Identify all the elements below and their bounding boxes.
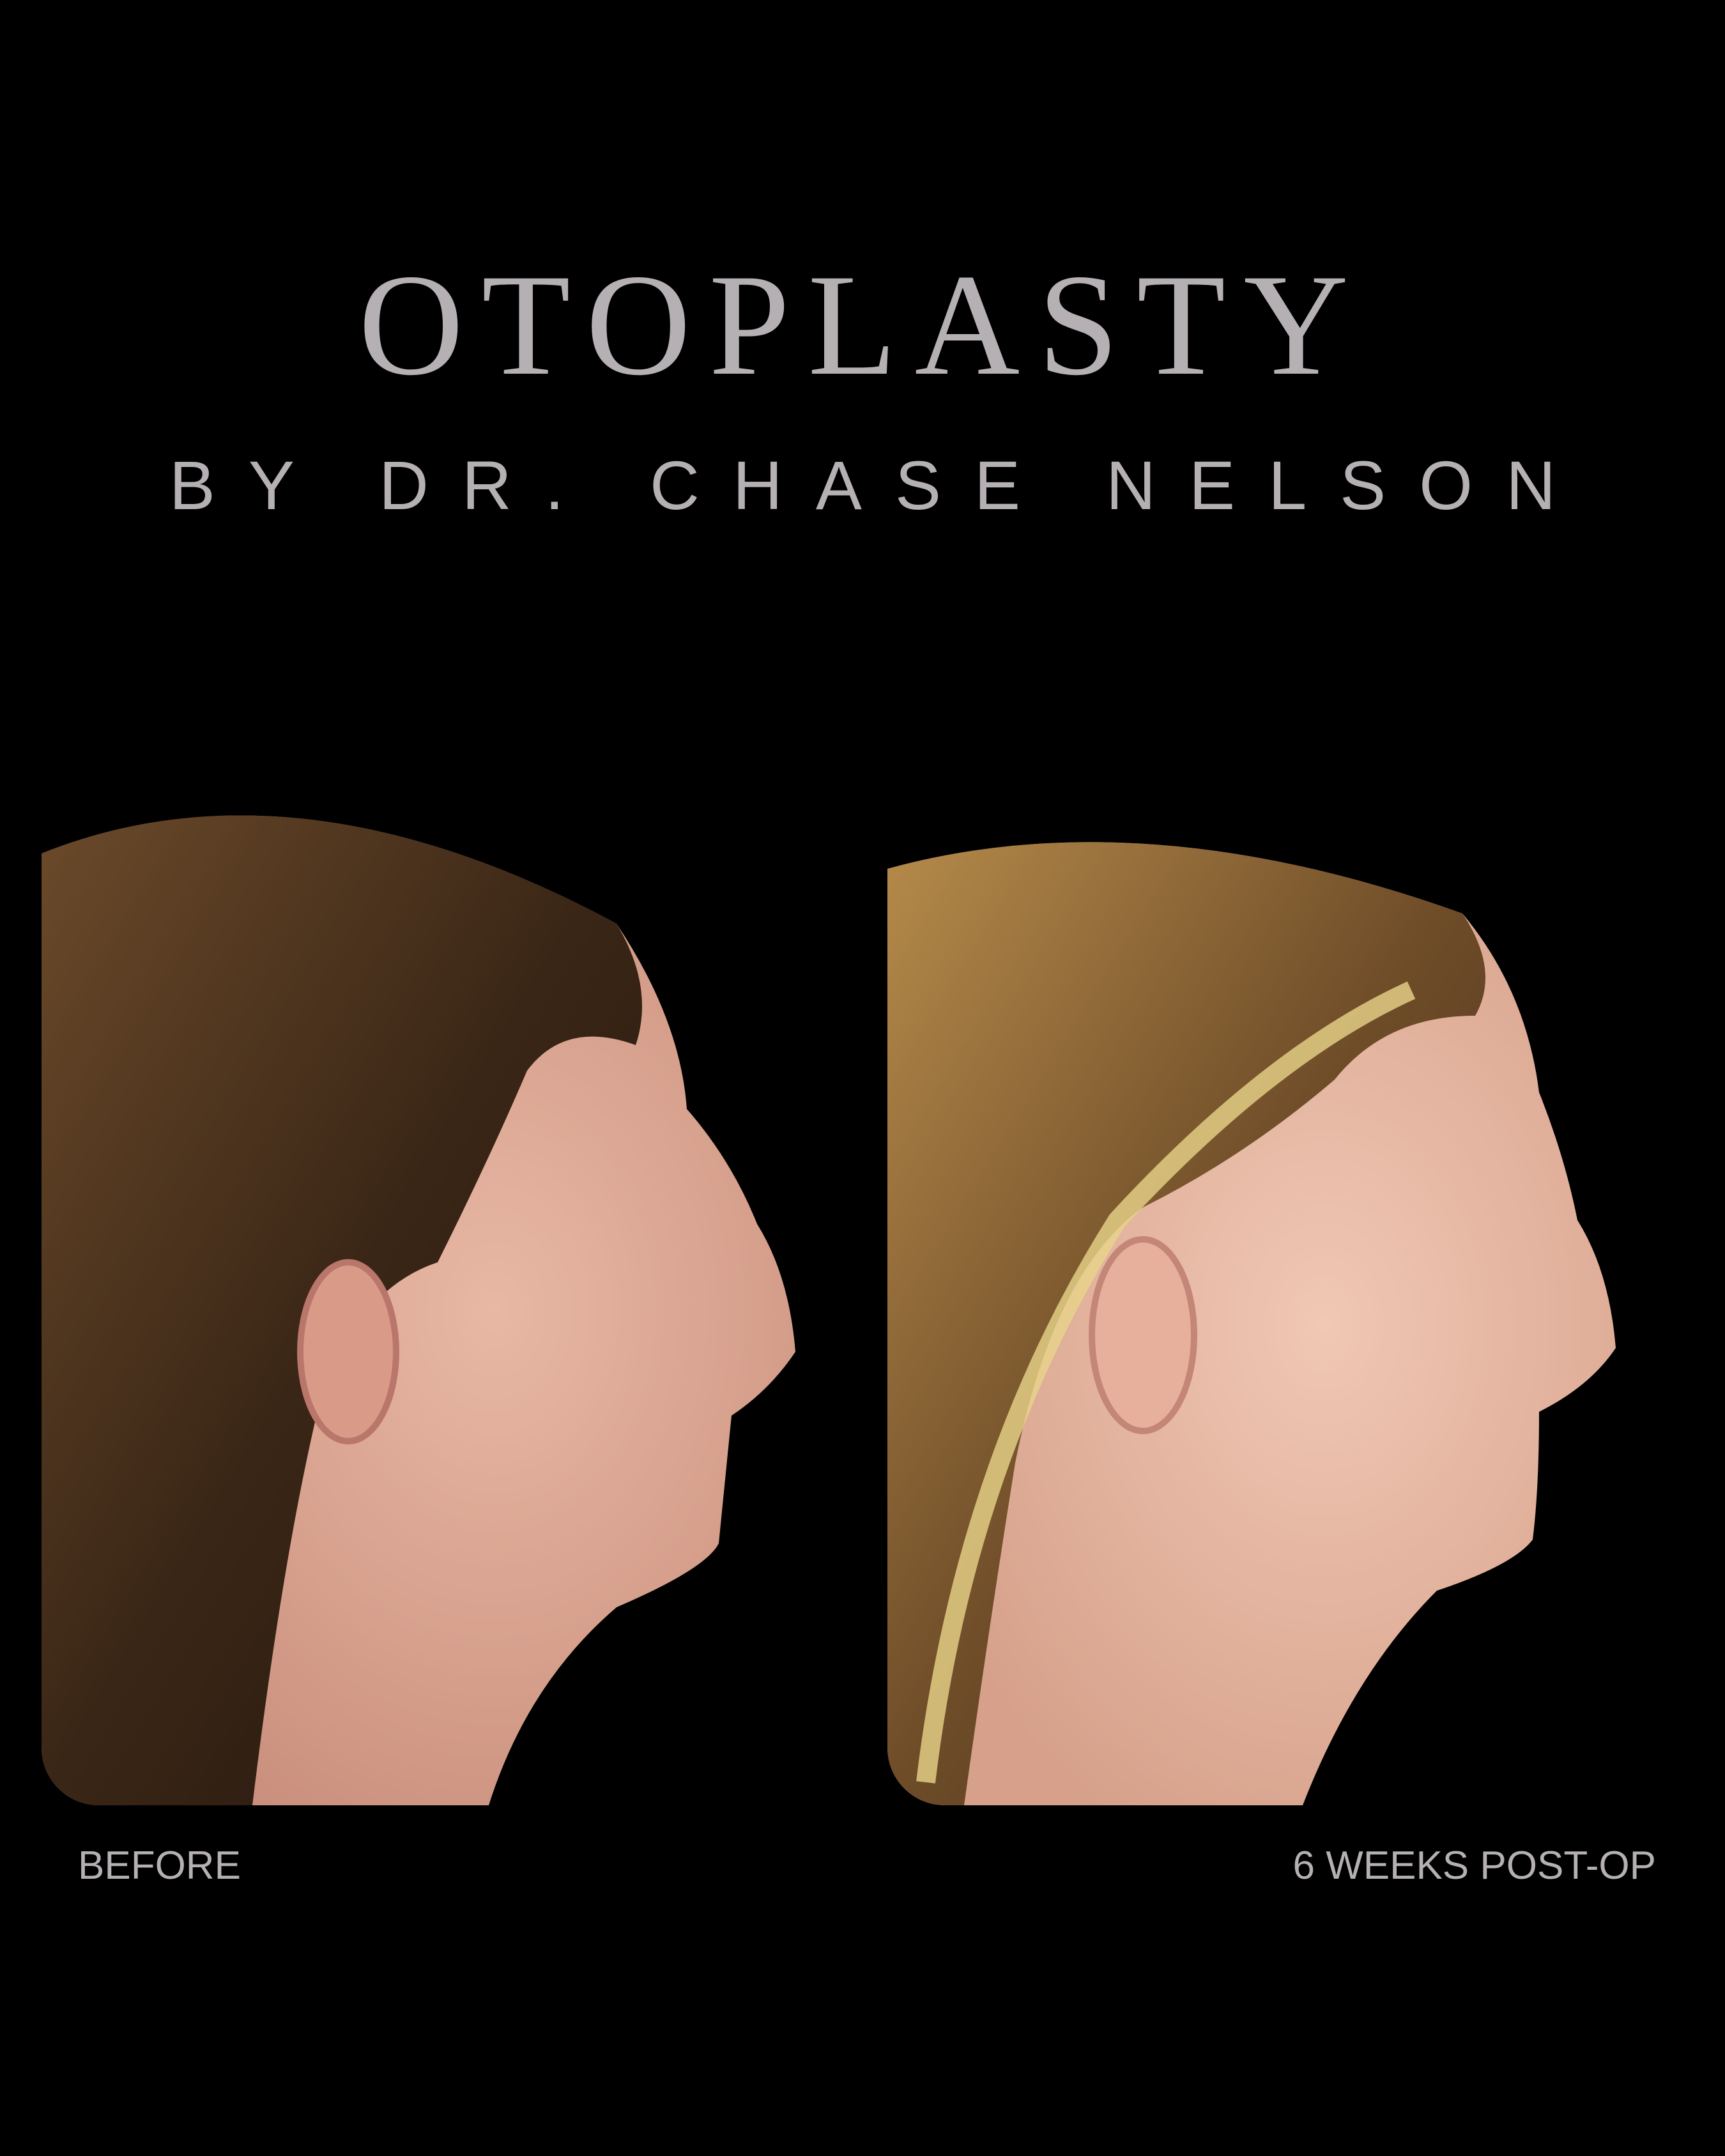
page-subtitle: BY DR. CHASE NELSON — [169, 447, 1590, 524]
after-label: 6 WEEKS POST-OP — [1292, 1844, 1656, 1888]
before-photo — [42, 777, 808, 1805]
page-title: OTOPLASTY — [358, 245, 1367, 406]
after-photo — [887, 824, 1667, 1805]
before-label: BEFORE — [78, 1844, 241, 1888]
